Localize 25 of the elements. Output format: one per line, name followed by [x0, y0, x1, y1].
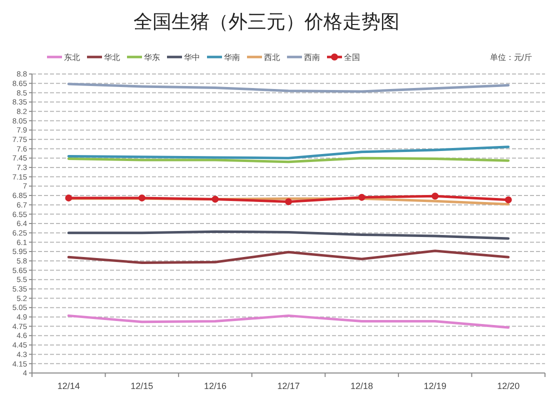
- x-tick-label: 12/17: [277, 381, 300, 391]
- legend-label: 华北: [104, 53, 120, 62]
- text: 单位：元/斤: [490, 53, 532, 62]
- legend-label: 全国: [344, 53, 360, 62]
- x-tick-label: 12/18: [350, 381, 374, 391]
- x-tick-label: 12/14: [57, 381, 80, 391]
- x-tick-label: 12/20: [497, 381, 520, 391]
- legend-label: 东北: [64, 53, 80, 62]
- legend-label: 西南: [304, 53, 320, 62]
- chart-title: 全国生猪（外三元）价格走势图: [134, 12, 400, 33]
- x-tick-label: 12/15: [130, 381, 154, 391]
- legend-label: 华中: [184, 53, 200, 62]
- legend-label: 华南: [224, 53, 240, 62]
- legend-item: 西南: [287, 53, 320, 62]
- legend-item: 东北: [47, 53, 80, 62]
- legend-item: 西北: [247, 53, 280, 62]
- x-tick-label: 12/16: [204, 381, 226, 391]
- legend-item: 华北: [87, 53, 120, 62]
- legend-label: 华东: [144, 53, 160, 62]
- legend-item: 华南: [207, 53, 240, 62]
- legend-item: 华东: [127, 53, 160, 62]
- x-tick-label: 12/19: [424, 381, 446, 391]
- legend-label: 西北: [264, 53, 280, 62]
- legend-item: 全国: [327, 53, 360, 62]
- legend-item: 华中: [167, 53, 200, 62]
